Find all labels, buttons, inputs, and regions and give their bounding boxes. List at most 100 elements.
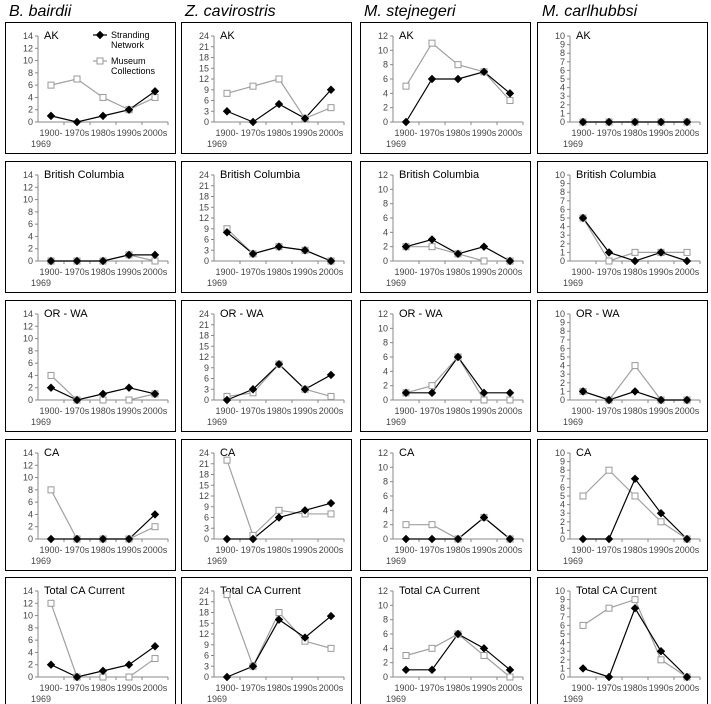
point-stranding xyxy=(479,67,489,77)
point-stranding xyxy=(222,228,232,237)
point-stranding xyxy=(427,235,437,244)
x-tick-label: 1980s xyxy=(446,545,471,555)
point-museum xyxy=(428,382,436,390)
point-stranding xyxy=(578,534,588,544)
y-tick-label: 3 xyxy=(204,661,209,671)
region-label: AK xyxy=(399,30,414,42)
y-tick-label: 12 xyxy=(23,43,33,53)
point-stranding xyxy=(46,256,56,266)
point-stranding xyxy=(274,359,284,369)
y-tick-label: 5 xyxy=(560,352,565,362)
x-tick-label: 1980s xyxy=(91,267,116,277)
point-stranding xyxy=(479,388,489,398)
region-label: OR - WA xyxy=(399,308,443,320)
y-tick-label: 0 xyxy=(560,117,565,127)
y-tick-label: 18 xyxy=(199,53,209,63)
region-label: CA xyxy=(44,447,60,459)
y-tick-label: 4 xyxy=(28,647,33,657)
point-stranding xyxy=(453,249,463,259)
y-tick-label: 6 xyxy=(560,343,565,353)
y-tick-label: 15 xyxy=(199,202,209,212)
x-tick-label: 1990s xyxy=(649,545,674,555)
y-tick-label: 4 xyxy=(560,222,565,232)
x-tick-label: 2000s xyxy=(143,128,168,138)
y-tick-label: 6 xyxy=(28,358,33,368)
point-stranding xyxy=(401,242,411,251)
y-tick-label: 7 xyxy=(560,57,565,67)
y-tick-label: 12 xyxy=(378,31,388,41)
point-museum xyxy=(223,456,231,464)
point-museum xyxy=(223,89,231,97)
x-tick-label: 1970s xyxy=(597,683,622,693)
region-label: OR - WA xyxy=(44,308,88,320)
point-museum xyxy=(275,506,283,514)
point-stranding xyxy=(427,388,437,398)
point-stranding xyxy=(150,87,160,96)
y-tick-label: 10 xyxy=(555,309,565,319)
point-stranding xyxy=(274,513,284,522)
panel-frame xyxy=(5,439,176,571)
point-stranding xyxy=(479,242,489,251)
y-tick-label: 24 xyxy=(199,309,209,319)
y-tick-label: 10 xyxy=(378,600,388,610)
point-stranding xyxy=(682,534,692,544)
y-tick-label: 2 xyxy=(560,378,565,388)
y-tick-label: 4 xyxy=(560,361,565,371)
point-museum xyxy=(151,523,159,531)
x-tick-label: 1980s xyxy=(623,267,648,277)
y-tick-label: 9 xyxy=(560,457,565,467)
point-museum xyxy=(506,396,514,404)
x-tick-label: 1970s xyxy=(241,267,266,277)
x-tick-label: 1990s xyxy=(472,545,497,555)
point-museum xyxy=(579,621,587,629)
panel-1-2: 0 2 4 6 8 10 12 14 1900-1969 1970s 1980s 1990s 2000s… xyxy=(5,161,176,293)
region-label: AK xyxy=(44,30,59,42)
y-tick-label: 18 xyxy=(199,192,209,202)
y-tick-label: 10 xyxy=(378,323,388,333)
point-stranding xyxy=(274,242,284,251)
y-tick-label: 6 xyxy=(204,651,209,661)
y-tick-label: 3 xyxy=(204,245,209,255)
point-stranding xyxy=(150,389,160,399)
point-stranding xyxy=(401,117,411,127)
y-tick-label: 4 xyxy=(28,231,33,241)
x-tick-label: 1969 xyxy=(207,139,227,149)
x-tick-label: 2000s xyxy=(675,545,700,555)
point-stranding xyxy=(604,248,614,257)
panel-3-3: 0 2 4 6 8 10 12 1900-1969 1970s 1980s 1990s 2000s OR… xyxy=(360,300,531,432)
y-tick-label: 9 xyxy=(204,224,209,234)
x-tick-label: 1980s xyxy=(267,406,292,416)
x-tick-label: 1900- xyxy=(215,128,238,138)
point-stranding xyxy=(98,534,108,544)
x-tick-label: 2000s xyxy=(675,683,700,693)
y-tick-label: 24 xyxy=(199,586,209,596)
x-tick-label: 1900- xyxy=(394,683,417,693)
y-tick-label: 4 xyxy=(28,370,33,380)
y-tick-label: 2 xyxy=(560,517,565,527)
y-tick-label: 1 xyxy=(560,108,565,118)
y-tick-label: 6 xyxy=(204,374,209,384)
y-tick-label: 9 xyxy=(204,85,209,95)
y-tick-label: 3 xyxy=(204,523,209,533)
y-tick-label: 8 xyxy=(383,199,388,209)
y-tick-label: 2 xyxy=(28,522,33,532)
x-tick-label: 1990s xyxy=(117,406,142,416)
point-stranding xyxy=(72,256,82,266)
y-tick-label: 7 xyxy=(560,612,565,622)
x-tick-label: 1900- xyxy=(39,406,62,416)
point-stranding xyxy=(656,117,666,127)
point-stranding xyxy=(124,250,134,260)
y-tick-label: 14 xyxy=(23,31,33,41)
panel-frame xyxy=(181,161,352,293)
point-museum xyxy=(327,510,335,518)
y-tick-label: 2 xyxy=(28,105,33,115)
x-tick-label: 2000s xyxy=(143,683,168,693)
region-label: Total CA Current xyxy=(399,585,480,597)
point-museum xyxy=(683,248,691,256)
y-tick-label: 0 xyxy=(28,256,33,266)
y-tick-label: 4 xyxy=(383,505,388,515)
panel-frame xyxy=(5,577,176,704)
y-tick-label: 3 xyxy=(560,230,565,240)
